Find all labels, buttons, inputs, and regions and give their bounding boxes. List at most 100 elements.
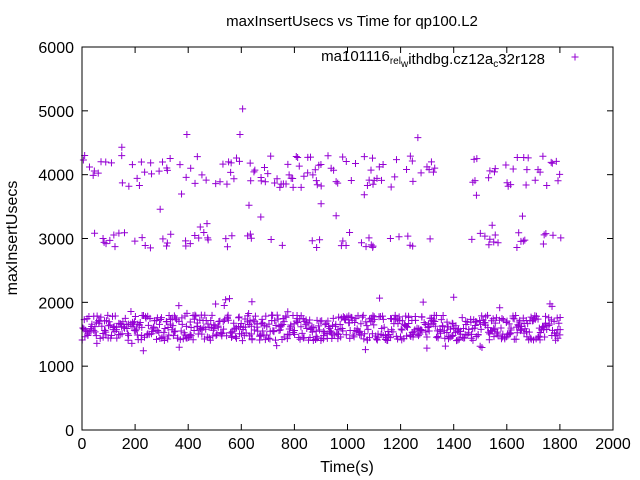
data-point <box>91 328 99 336</box>
data-point <box>418 327 426 335</box>
data-point <box>553 329 561 337</box>
data-point <box>219 160 227 168</box>
data-point <box>135 181 143 189</box>
data-point <box>308 237 316 245</box>
data-point <box>471 321 479 329</box>
data-point <box>159 158 167 166</box>
data-point <box>556 326 564 334</box>
data-point <box>474 330 482 338</box>
data-point <box>398 326 406 334</box>
data-point <box>219 318 227 326</box>
data-point <box>266 335 274 343</box>
data-point <box>94 169 102 177</box>
data-point <box>155 167 163 175</box>
data-point <box>316 317 324 325</box>
data-point <box>337 333 345 341</box>
data-point <box>179 335 187 343</box>
data-point <box>334 326 342 334</box>
data-point <box>369 180 377 188</box>
data-point <box>154 326 162 334</box>
data-point <box>539 152 547 160</box>
data-point <box>446 325 454 333</box>
data-point <box>265 320 273 328</box>
data-point <box>245 201 253 209</box>
data-point <box>226 295 234 303</box>
data-point <box>368 154 376 162</box>
data-point <box>512 335 520 343</box>
data-point <box>292 153 300 161</box>
data-point <box>297 183 305 191</box>
y-tick-label: 2000 <box>38 295 74 312</box>
data-point <box>409 177 417 185</box>
data-point <box>328 335 336 343</box>
data-point <box>380 323 388 331</box>
data-point <box>118 143 126 151</box>
data-point <box>98 322 106 330</box>
data-point <box>282 313 290 321</box>
data-point <box>273 175 281 183</box>
data-point <box>161 324 169 332</box>
data-point <box>235 314 243 322</box>
data-point <box>437 329 445 337</box>
data-point <box>162 318 170 326</box>
data-point <box>478 343 486 351</box>
data-point <box>202 176 210 184</box>
data-point <box>316 236 324 244</box>
data-point <box>223 243 231 251</box>
data-point <box>498 315 506 323</box>
data-point <box>228 232 236 240</box>
data-point <box>332 178 340 186</box>
data-point <box>365 234 373 242</box>
data-point <box>494 239 502 247</box>
data-point <box>535 332 543 340</box>
data-point <box>364 325 372 333</box>
x-tick-label: 1600 <box>489 436 525 453</box>
data-point <box>289 183 297 191</box>
data-point <box>273 311 281 319</box>
data-point <box>459 325 467 333</box>
data-point <box>556 313 564 321</box>
x-tick-label: 1400 <box>436 436 472 453</box>
y-tick-label: 5000 <box>38 104 74 121</box>
data-point <box>261 178 269 186</box>
data-point <box>277 322 285 330</box>
data-point <box>163 239 171 247</box>
data-point <box>370 315 378 323</box>
data-point <box>190 315 198 323</box>
data-point <box>547 158 555 166</box>
data-point <box>465 325 473 333</box>
data-point <box>241 323 249 331</box>
data-point <box>503 179 511 187</box>
data-point <box>507 324 515 332</box>
data-point <box>363 181 371 189</box>
x-tick-label: 400 <box>175 436 202 453</box>
data-point <box>336 320 344 328</box>
data-point <box>176 336 184 344</box>
data-point <box>150 323 158 331</box>
data-point <box>476 229 484 237</box>
data-point <box>373 336 381 344</box>
data-point <box>146 314 154 322</box>
data-point <box>351 160 359 168</box>
data-point <box>545 320 553 328</box>
data-point <box>214 322 222 330</box>
x-tick-label: 1200 <box>383 436 419 453</box>
data-point <box>261 336 269 344</box>
data-point <box>501 333 509 341</box>
x-axis-label: Time(s) <box>320 459 374 476</box>
data-point <box>193 153 201 161</box>
chart-title: maxInsertUsecs vs Time for qp100.L2 <box>226 13 478 30</box>
data-point <box>513 154 521 162</box>
data-point <box>242 329 250 337</box>
data-point <box>125 331 133 339</box>
x-tick-label: 0 <box>78 436 87 453</box>
data-point <box>220 325 228 333</box>
data-point <box>548 159 556 167</box>
data-point <box>237 319 245 327</box>
data-point <box>550 317 558 325</box>
data-point <box>439 312 447 320</box>
data-point <box>133 174 141 182</box>
data-point <box>316 326 324 334</box>
data-point <box>315 322 323 330</box>
data-point <box>92 332 100 340</box>
